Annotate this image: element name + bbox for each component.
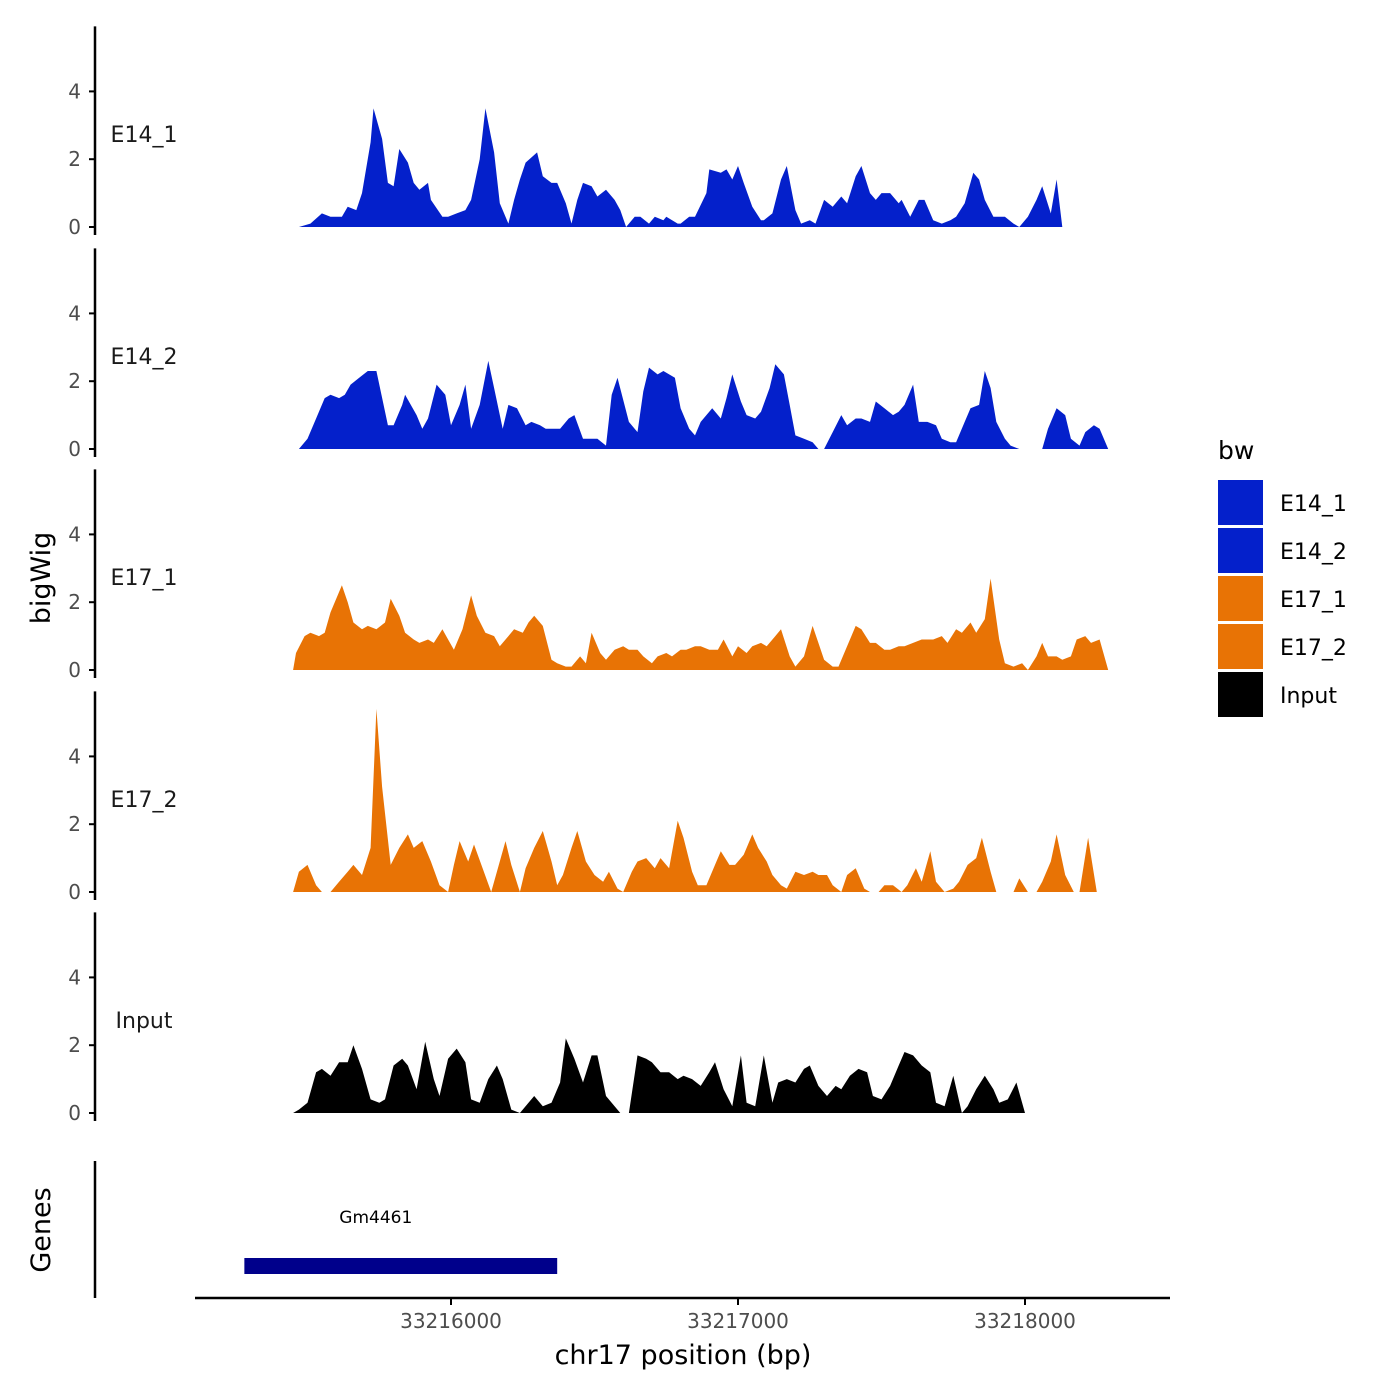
signal-area-Input xyxy=(293,1038,1120,1113)
signal-area-E14_1 xyxy=(298,108,1117,227)
legend-label-E17_2: E17_2 xyxy=(1280,636,1347,661)
y-tick-label: 4 xyxy=(68,79,81,103)
track-E17_1: 0 2 4 E17_1 xyxy=(68,469,1117,682)
legend-swatch-E17_2 xyxy=(1218,624,1263,669)
y-tick-label: 0 xyxy=(68,658,81,682)
y-tick-label: 2 xyxy=(68,812,81,836)
y-tick-label: 0 xyxy=(68,437,81,461)
y-axis-title: bigWig xyxy=(26,532,57,625)
gene-bar-Gm4461 xyxy=(244,1258,558,1274)
genes-track-title: Genes xyxy=(26,1187,57,1272)
y-tick-label: 4 xyxy=(68,965,81,989)
legend-label-E14_1: E14_1 xyxy=(1280,492,1347,517)
x-tick-label: 33216000 xyxy=(400,1309,502,1333)
track-label-E14_1: E14_1 xyxy=(111,123,178,148)
track-Input: 0 2 4 Input xyxy=(68,912,1120,1125)
x-axis: 33216000 33217000 33218000 xyxy=(195,1296,1170,1333)
track-E14_2: 0 2 4 E14_2 xyxy=(68,248,1123,461)
legend-swatch-E14_1 xyxy=(1218,480,1263,525)
signal-area-E14_2 xyxy=(298,360,1123,449)
legend-label-E17_1: E17_1 xyxy=(1280,588,1347,613)
y-tick-label: 2 xyxy=(68,147,81,171)
legend-title: bw xyxy=(1218,436,1254,465)
track-label-E17_1: E17_1 xyxy=(111,566,178,591)
x-tick-label: 33218000 xyxy=(974,1309,1076,1333)
legend-label-E14_2: E14_2 xyxy=(1280,540,1347,565)
gene-label-Gm4461: Gm4461 xyxy=(339,1208,412,1228)
gene-track: Gm4461 xyxy=(93,1161,558,1298)
track-E14_1: 0 2 4 E14_1 xyxy=(68,26,1117,239)
y-tick-label: 2 xyxy=(68,369,81,393)
x-axis-title: chr17 position (bp) xyxy=(555,1340,812,1371)
y-tick-label: 2 xyxy=(68,590,81,614)
y-tick-label: 2 xyxy=(68,1033,81,1057)
legend-label-Input: Input xyxy=(1280,684,1337,709)
signal-area-E17_2 xyxy=(293,708,1115,892)
y-tick-label: 4 xyxy=(68,301,81,325)
y-tick-label: 0 xyxy=(68,880,81,904)
y-tick-label: 4 xyxy=(68,522,81,546)
signal-area-E17_1 xyxy=(293,578,1117,670)
track-E17_2: 0 2 4 E17_2 xyxy=(68,691,1115,904)
track-label-E14_2: E14_2 xyxy=(111,345,178,370)
x-tick-label: 33217000 xyxy=(687,1309,789,1333)
y-tick-label: 0 xyxy=(68,215,81,239)
y-tick-label: 0 xyxy=(68,1101,81,1125)
legend-swatch-E14_2 xyxy=(1218,528,1263,573)
signal-tracks: 0 2 4 E14_1 0 2 4 E14_2 0 2 4 E17_1 0 2 4 E17_2 0 2 4 Input xyxy=(68,26,1123,1125)
track-label-E17_2: E17_2 xyxy=(111,788,178,813)
y-tick-label: 4 xyxy=(68,744,81,768)
legend: bw E14_1 E14_2 E17_1 E17_2 Input xyxy=(1218,436,1347,717)
track-label-Input: Input xyxy=(116,1009,173,1034)
legend-swatch-Input xyxy=(1218,672,1263,717)
legend-swatch-E17_1 xyxy=(1218,576,1263,621)
